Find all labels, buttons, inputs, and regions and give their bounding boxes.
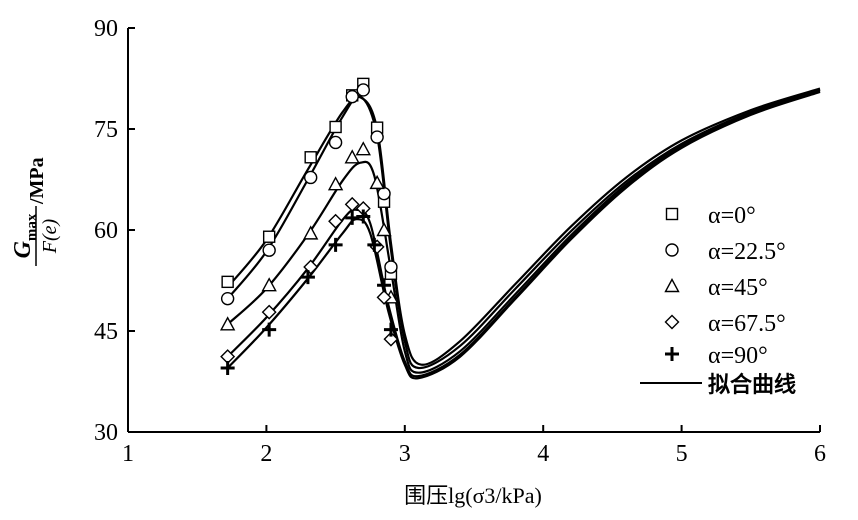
legend-label-triangle: α=45° xyxy=(708,275,768,301)
point-square xyxy=(304,151,317,164)
point-triangle xyxy=(261,277,277,292)
y-tick-label: 60 xyxy=(94,218,118,244)
legend-label-plus: α=90° xyxy=(708,343,768,369)
point-triangle xyxy=(219,316,236,331)
point-triangle xyxy=(344,149,360,164)
legend-marker-triangle xyxy=(664,278,680,293)
y-axis-title-denominator: F(e) xyxy=(39,218,61,254)
fit-curve-square xyxy=(226,87,821,366)
point-circle xyxy=(377,186,391,201)
legend-marker-square xyxy=(665,207,679,221)
y-tick-label: 45 xyxy=(94,319,118,345)
point-circle xyxy=(384,260,398,274)
y-axis-title-numerator: G xyxy=(10,240,36,258)
x-axis-title: 围压lg(σ3/kPa) xyxy=(404,483,542,508)
point-square xyxy=(262,230,276,243)
point-plus xyxy=(367,237,382,252)
point-circle xyxy=(370,130,384,144)
legend-marker-plus xyxy=(665,347,679,361)
x-tick-label: 6 xyxy=(814,441,826,467)
point-circle xyxy=(303,170,318,185)
y-tick-label: 30 xyxy=(94,420,118,446)
point-triangle xyxy=(327,176,344,191)
point-triangle xyxy=(355,141,371,156)
point-circle xyxy=(356,83,370,97)
fit-curve-triangle xyxy=(226,88,821,374)
point-circle xyxy=(220,291,235,306)
x-tick-label: 5 xyxy=(676,441,688,467)
point-plus xyxy=(356,209,371,224)
point-diamond xyxy=(261,304,277,320)
data-points xyxy=(219,77,399,376)
legend-label-square: α=0° xyxy=(708,203,756,229)
legend-label-diamond: α=67.5° xyxy=(708,311,786,337)
legend-marker-circle xyxy=(665,243,679,257)
point-plus xyxy=(383,322,398,337)
point-square xyxy=(329,120,342,134)
point-square xyxy=(221,275,234,289)
point-diamond xyxy=(383,331,399,347)
y-tick-label: 75 xyxy=(94,117,118,143)
y-axis-title-numerator-sub: max xyxy=(24,213,40,241)
point-plus xyxy=(262,322,277,337)
point-triangle xyxy=(369,174,385,190)
x-tick-label: 1 xyxy=(122,441,134,467)
point-circle xyxy=(328,135,343,150)
y-axis-title: Gmax F(e) /MPa xyxy=(10,157,61,266)
point-triangle xyxy=(376,222,392,237)
point-plus xyxy=(220,361,235,376)
point-triangle xyxy=(303,225,319,240)
legend-marker-diamond xyxy=(664,314,680,330)
x-tick-label: 4 xyxy=(537,441,549,467)
fit-curve-plus xyxy=(226,90,821,380)
point-circle xyxy=(262,243,276,257)
y-axis-title-unit: /MPa xyxy=(26,157,48,205)
legend: α=0° α=22.5° α=45° α=67.5° α=90° 拟合曲线 xyxy=(640,203,796,398)
point-plus xyxy=(300,270,315,285)
fit-curve-circle xyxy=(226,88,821,370)
y-tick-label: 90 xyxy=(94,16,118,42)
point-plus xyxy=(328,237,343,252)
x-tick-label: 2 xyxy=(260,441,272,467)
fit-curves xyxy=(226,87,821,380)
point-plus xyxy=(377,278,392,293)
legend-label-fit: 拟合曲线 xyxy=(708,372,796,398)
point-diamond xyxy=(376,289,392,305)
point-diamond xyxy=(328,213,344,229)
point-circle xyxy=(345,89,359,104)
legend-label-circle: α=22.5° xyxy=(708,239,786,265)
x-tick-label: 3 xyxy=(399,441,411,467)
